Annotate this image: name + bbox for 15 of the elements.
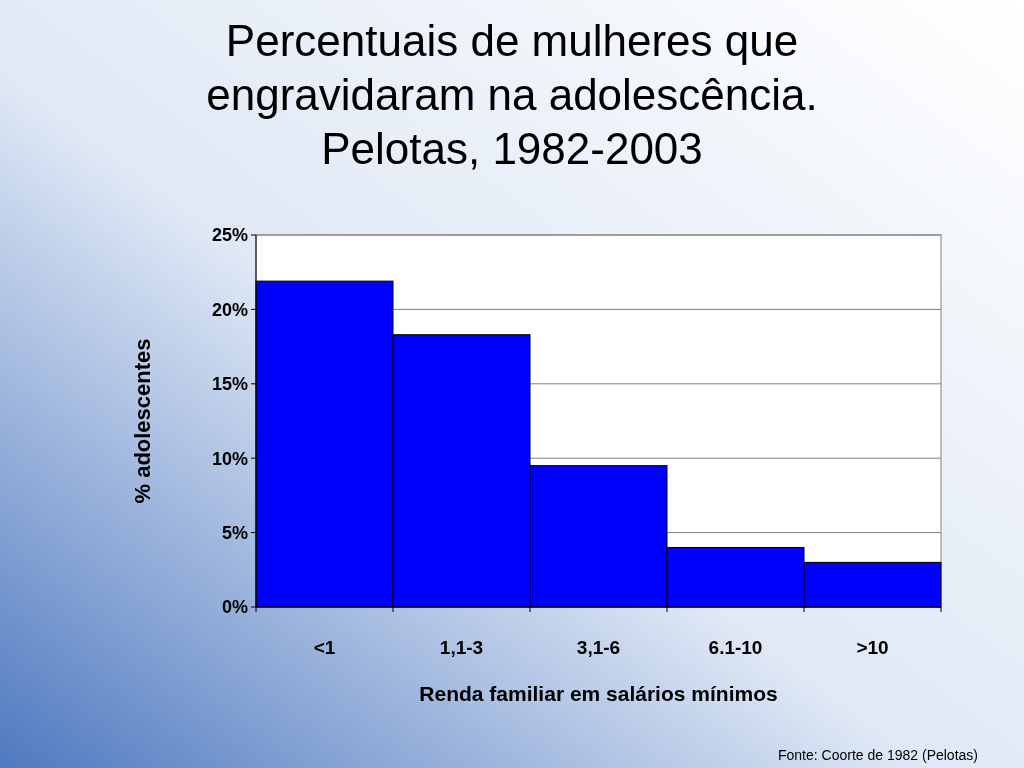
x-tick-label: <1	[313, 637, 336, 658]
y-tick-label: 5%	[221, 522, 248, 543]
x-tick-label: >10	[856, 637, 889, 658]
x-tick-label: 1,1-3	[439, 637, 484, 658]
y-tick-label: 25%	[211, 225, 248, 246]
x-axis-title: Renda familiar em salários mínimos	[419, 682, 778, 705]
y-tick-label: 15%	[211, 374, 248, 395]
y-axis-title: % adolescentes	[130, 338, 155, 504]
y-tick-label: 10%	[211, 448, 248, 469]
x-tick-label: 3,1-6	[576, 637, 621, 658]
y-tick-label: 0%	[221, 597, 248, 618]
y-tick-label: 20%	[211, 299, 248, 320]
source-note: Fonte: Coorte de 1982 (Pelotas)	[777, 747, 978, 763]
chart-title: Percentuais de mulheres que engravidaram na adolescência. Pelotas, 1982-2003	[206, 16, 818, 173]
x-tick-label: 6.1-10	[708, 637, 763, 658]
